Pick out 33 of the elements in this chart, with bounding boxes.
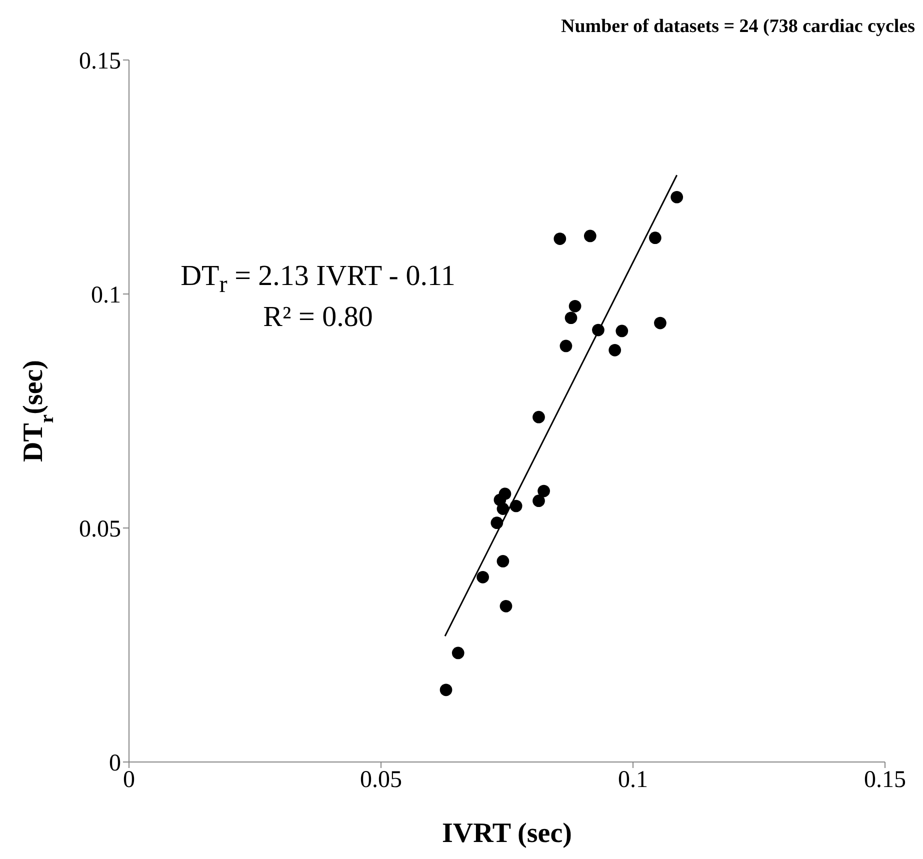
y-tick-label: 0.1 <box>91 282 121 309</box>
point <box>532 410 545 424</box>
point <box>560 340 572 352</box>
point <box>538 484 550 498</box>
x-tick-label: 0.1 <box>618 767 648 794</box>
point <box>554 232 566 245</box>
point <box>608 344 622 356</box>
x-tick-label: 0.05 <box>360 767 402 794</box>
point <box>510 500 522 512</box>
y-tick-label: 0 <box>109 750 121 777</box>
point <box>440 684 452 696</box>
annotation: R² = 0.80 <box>262 300 374 334</box>
point <box>592 324 604 336</box>
y-tick-label: 0.15 <box>79 48 121 75</box>
point <box>584 230 596 242</box>
point <box>532 494 545 508</box>
point <box>654 316 666 330</box>
point <box>564 312 578 324</box>
point <box>490 516 504 530</box>
chart-title: Number of datasets = 24 (738 cardiac cycles <box>561 16 915 38</box>
x-axis-title: IVRT (sec) <box>442 818 572 849</box>
point <box>670 190 684 204</box>
point <box>616 324 628 338</box>
point <box>568 300 582 312</box>
point <box>476 570 489 584</box>
point <box>500 600 512 612</box>
point <box>452 646 464 660</box>
point <box>648 232 662 244</box>
y-tick-label: 0.05 <box>79 516 121 543</box>
point <box>496 555 510 568</box>
point <box>496 502 510 515</box>
x-tick-label: 0.15 <box>864 767 906 794</box>
annotation: DT$_{r}$ = 2.13 IVRT - 0.11 <box>180 260 456 300</box>
